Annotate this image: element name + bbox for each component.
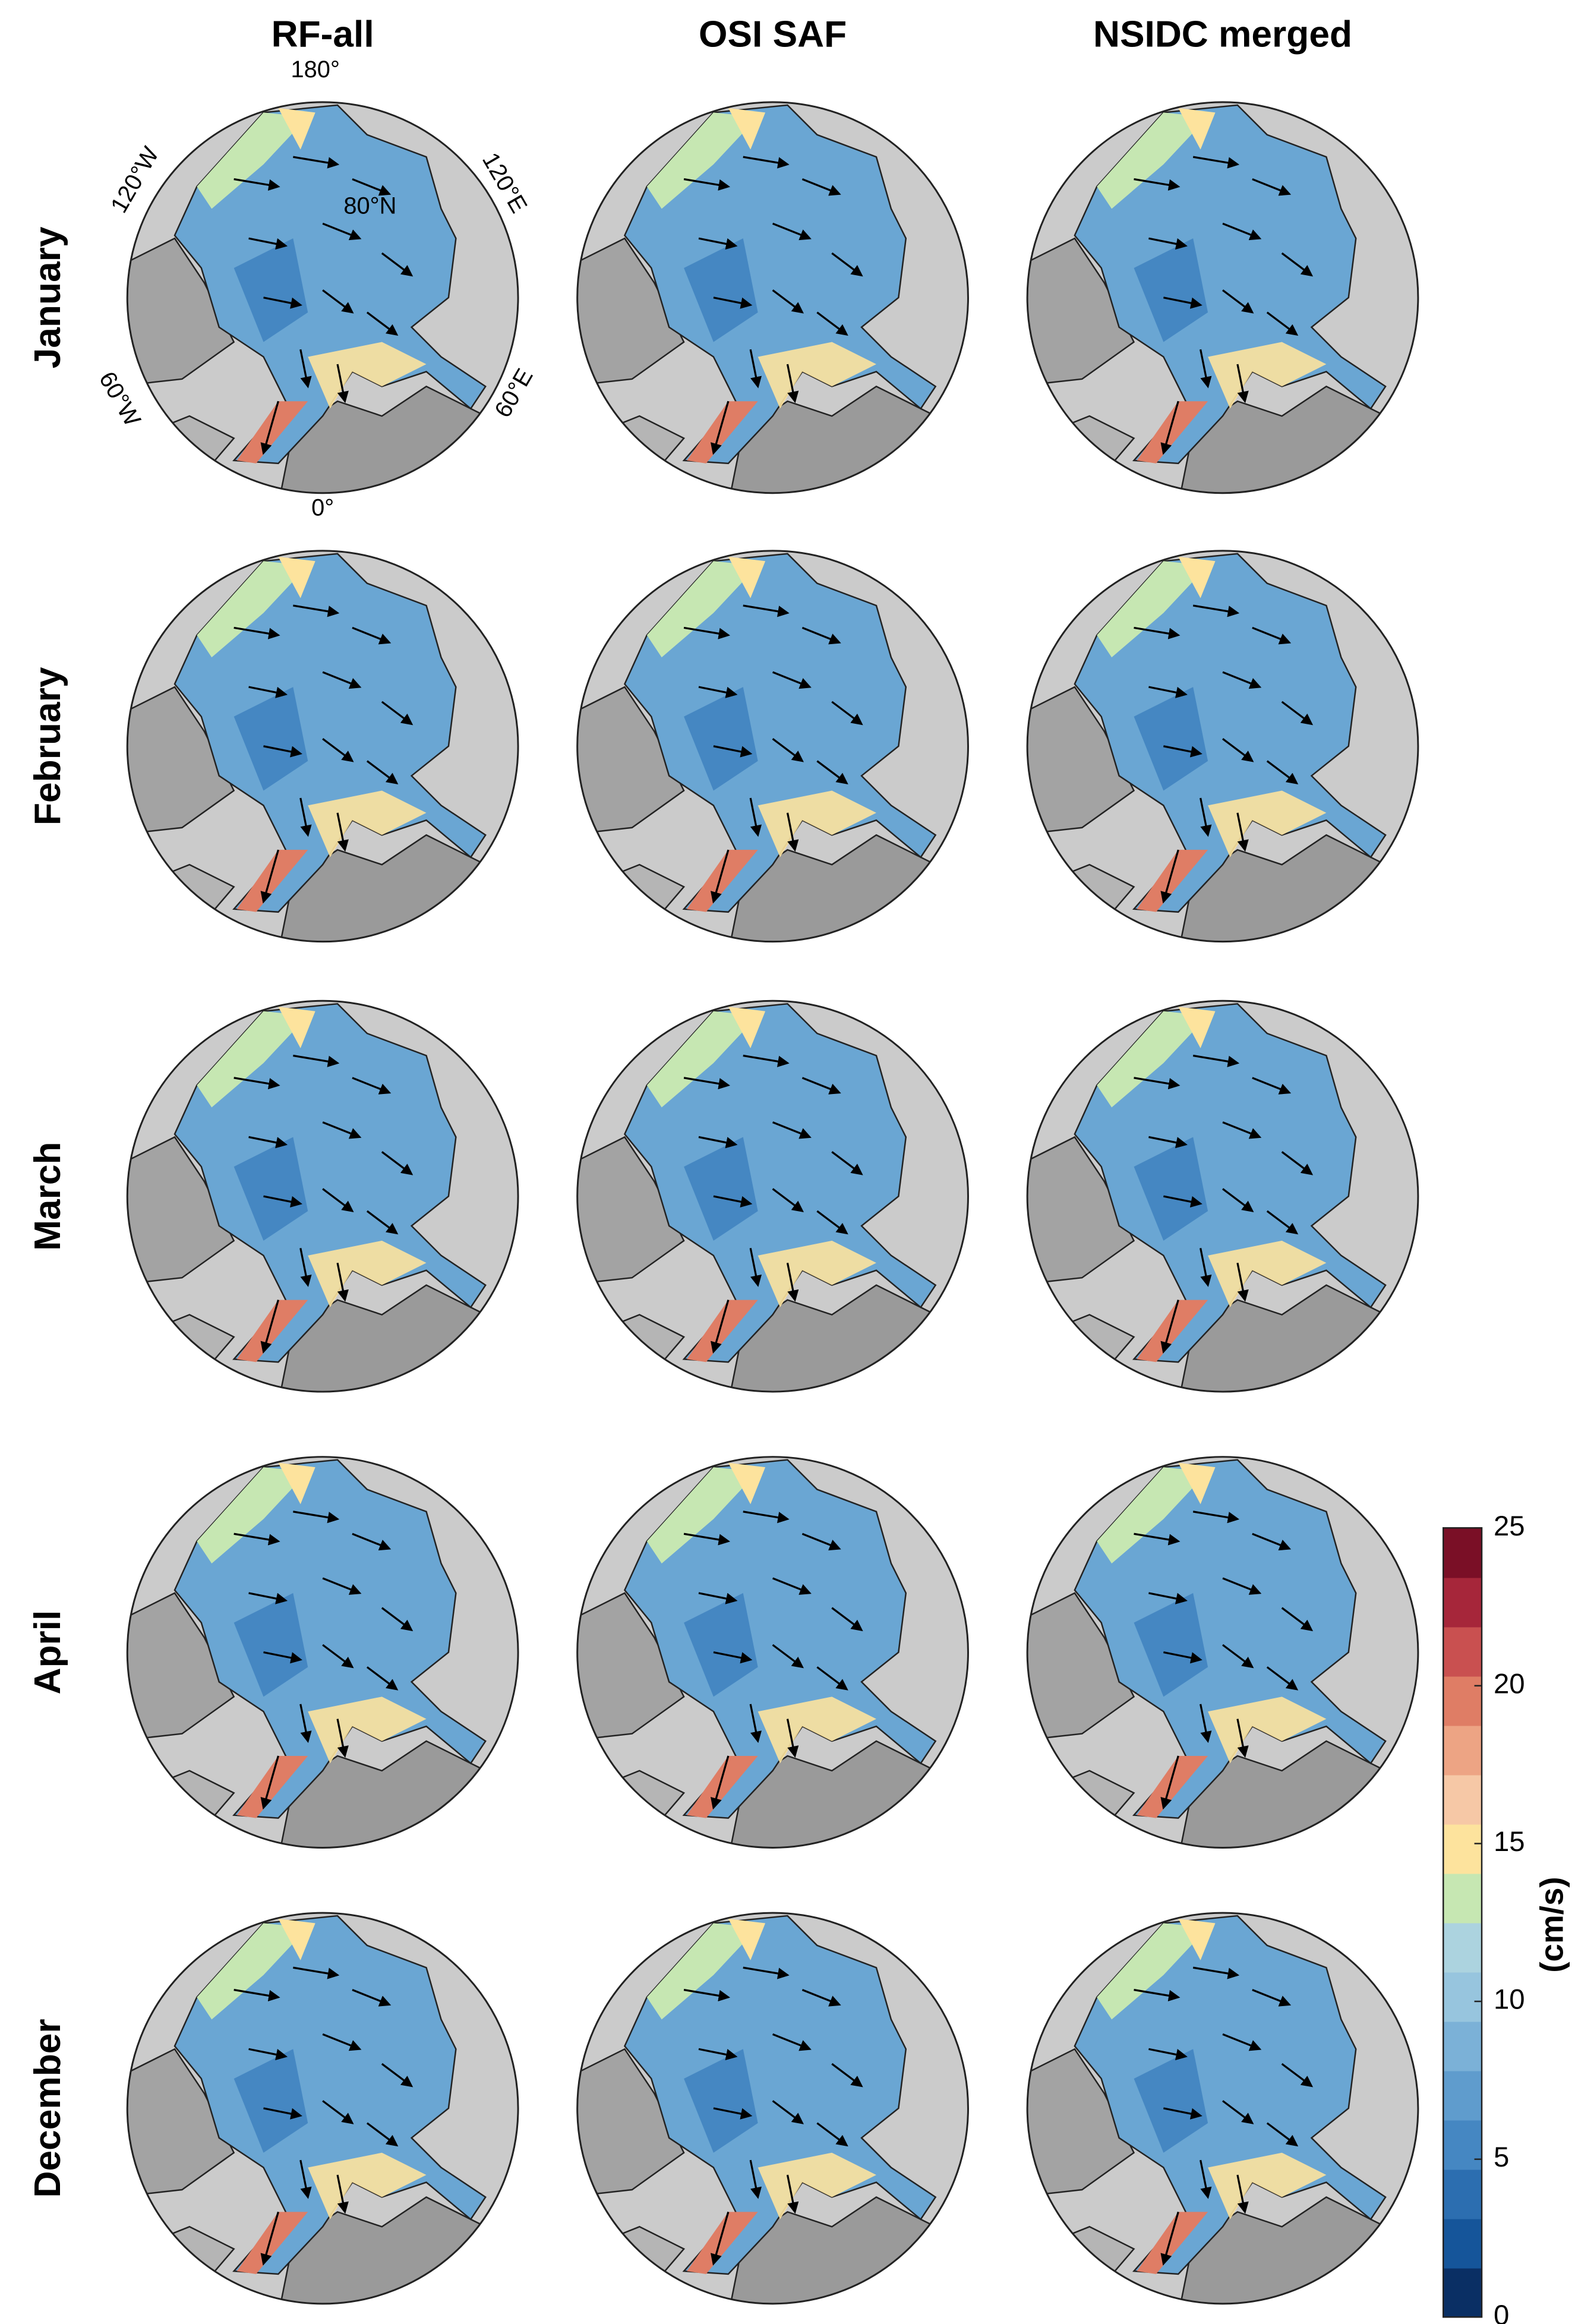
colorbar-band — [1443, 1528, 1482, 1578]
row-label: February — [27, 667, 68, 825]
ice-drift-map — [115, 1445, 530, 1860]
colorbar-band — [1443, 1774, 1482, 1825]
row-label: December — [27, 2019, 68, 2197]
colorbar-band — [1443, 2021, 1482, 2071]
colorbar-tick-label: 10 — [1494, 1984, 1525, 2016]
colorbar-band — [1443, 1922, 1482, 1973]
column-title: NSIDC merged — [1093, 14, 1352, 55]
colorbar-band — [1443, 1972, 1482, 2022]
row-label: April — [27, 1610, 68, 1695]
colorbar-label: (cm/s) — [1533, 1877, 1570, 1972]
colorbar-tick-label: 20 — [1494, 1668, 1525, 1699]
ice-drift-map — [1015, 539, 1430, 954]
column-title: OSI SAF — [699, 14, 847, 55]
longitude-label: 0° — [311, 495, 334, 521]
colorbar-band — [1443, 1824, 1482, 1874]
colorbar-band — [1443, 2218, 1482, 2269]
ice-drift-map — [1015, 1901, 1430, 2316]
ice-drift-map — [115, 1901, 530, 2316]
colorbar-band — [1443, 1676, 1482, 1726]
colorbar-tick-label: 15 — [1494, 1826, 1525, 1858]
longitude-label: 180° — [291, 56, 339, 83]
ice-drift-map — [566, 1901, 980, 2316]
ice-drift-map — [566, 1445, 980, 1860]
ice-drift-map — [115, 989, 530, 1404]
longitude-label: 60°W — [94, 367, 146, 431]
colorbar-band — [1443, 2169, 1482, 2219]
row-label: March — [27, 1141, 68, 1250]
ice-drift-map — [115, 90, 530, 505]
ice-drift-map — [1015, 90, 1430, 505]
ice-drift-map — [115, 539, 530, 954]
colorbar-band — [1443, 1725, 1482, 1776]
colorbar-tick-label: 25 — [1494, 1511, 1525, 1542]
map-grid — [115, 90, 1429, 2316]
colorbar-band — [1443, 1873, 1482, 1923]
colorbar-frame — [1443, 1527, 1483, 2318]
ice-drift-map — [1015, 1445, 1430, 1860]
colorbar-band — [1443, 2268, 1482, 2318]
latitude-label: 80°N — [343, 193, 396, 219]
ice-drift-map — [566, 989, 980, 1404]
colorbar-band — [1443, 1626, 1482, 1677]
column-title: RF-all — [272, 14, 374, 55]
row-label: January — [27, 226, 68, 368]
ice-drift-map — [1015, 989, 1430, 1404]
colorbar-tick-label: 5 — [1494, 2142, 1509, 2173]
ice-drift-map — [566, 90, 980, 505]
colorbar-band — [1443, 2070, 1482, 2121]
colorbar: 0 5 10 15 20 25 (cm/s) — [1443, 1511, 1570, 2324]
colorbar-band — [1443, 1577, 1482, 1628]
colorbar-band — [1443, 2120, 1482, 2170]
colorbar-tick-label: 0 — [1494, 2300, 1509, 2324]
ice-drift-map — [566, 539, 980, 954]
